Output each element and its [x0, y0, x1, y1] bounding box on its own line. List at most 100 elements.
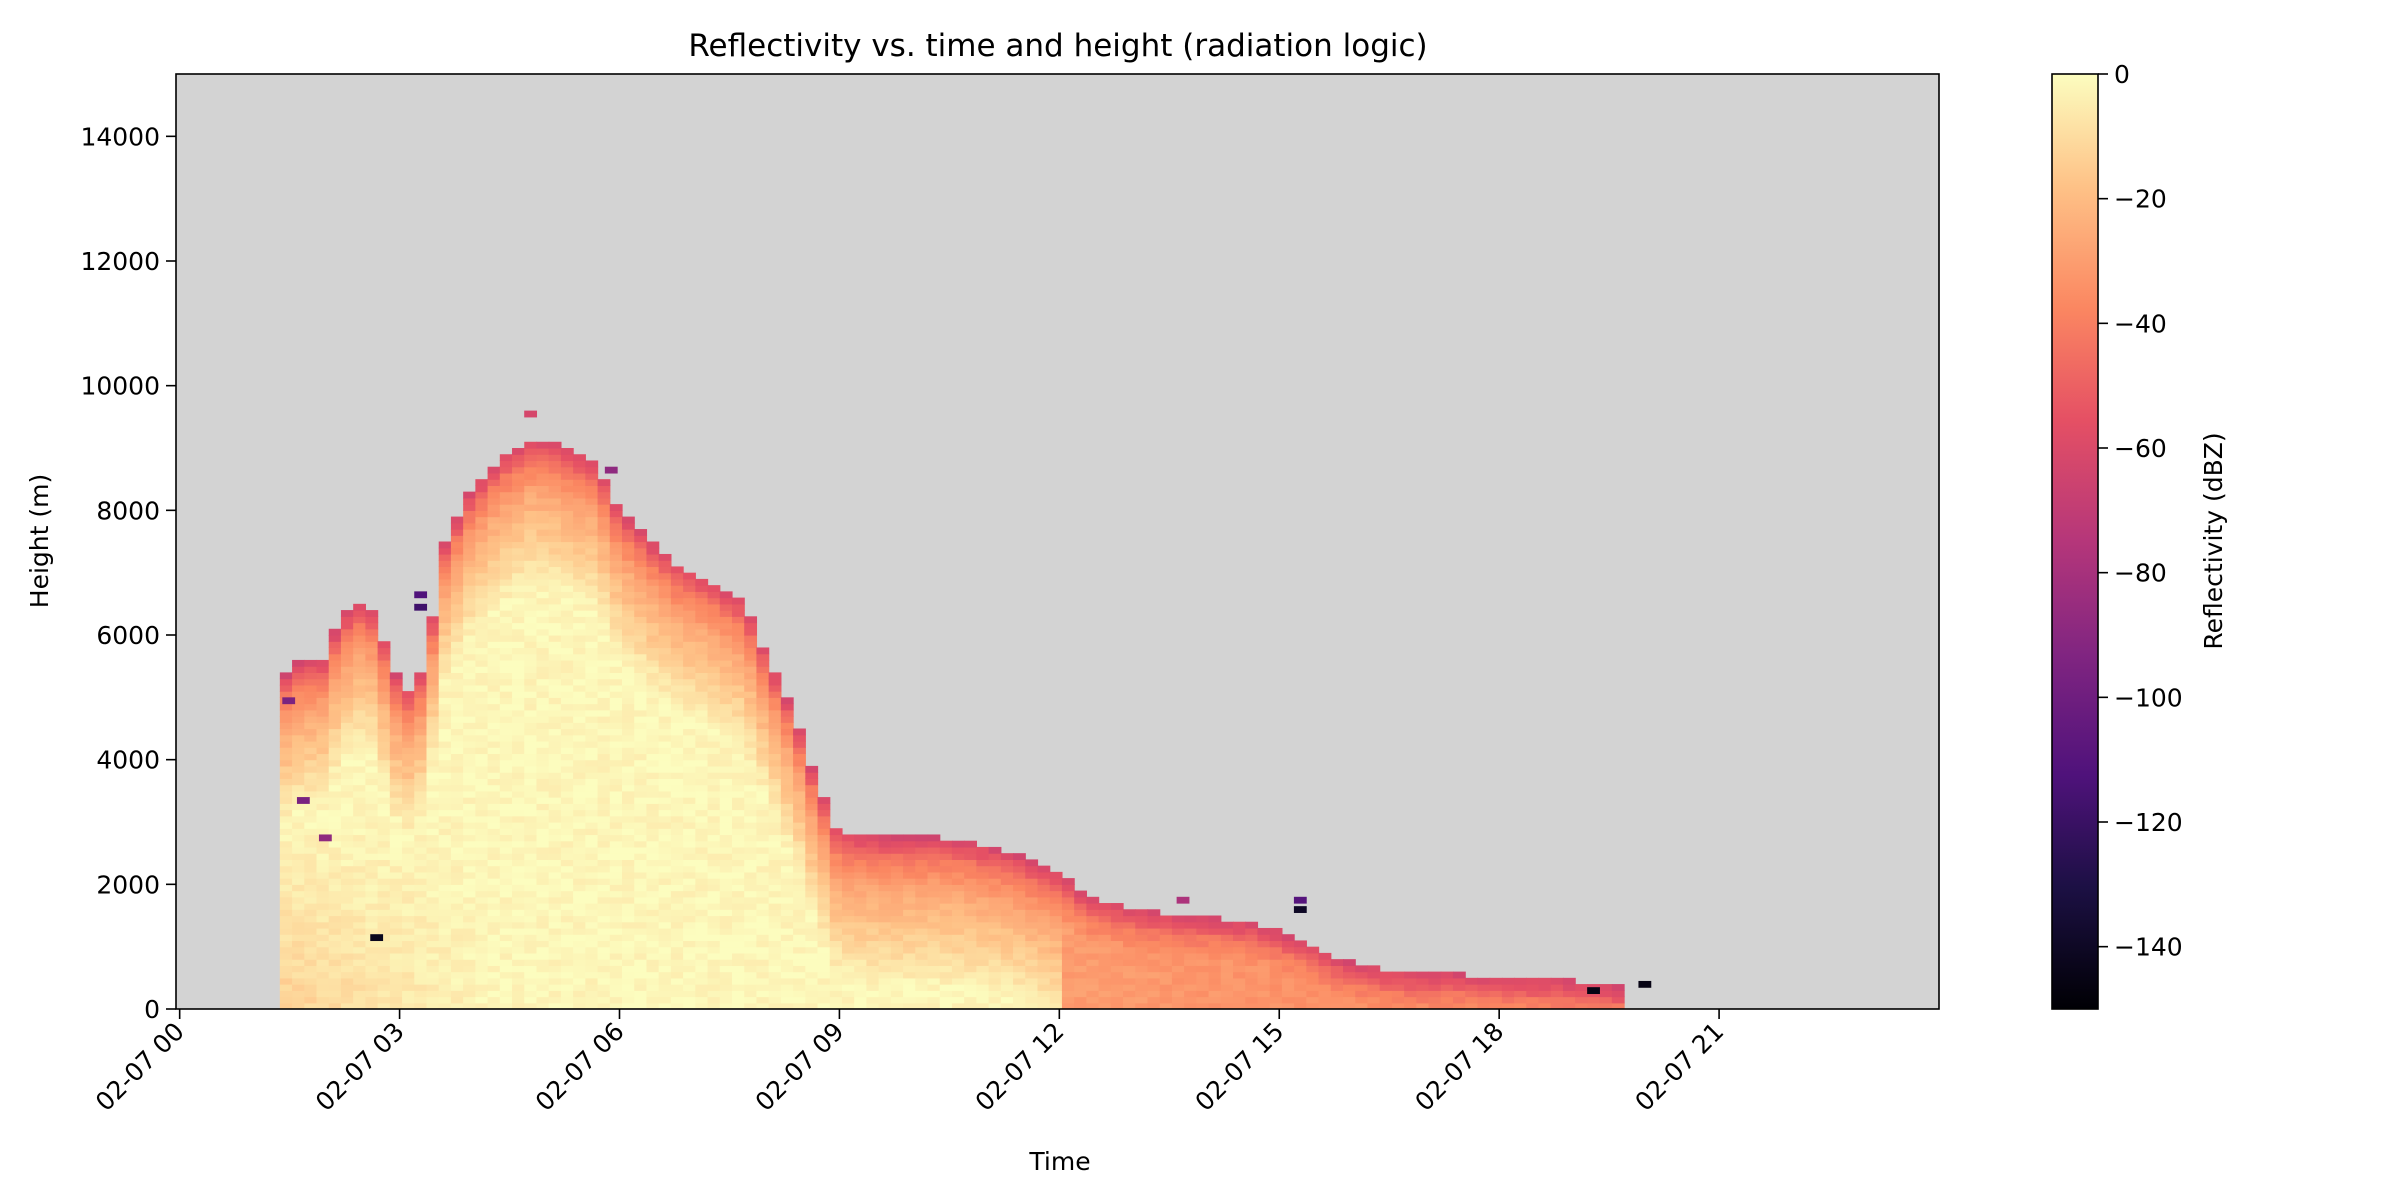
heatmap-cell — [646, 878, 660, 885]
heatmap-cell — [622, 871, 635, 879]
heatmap-cell — [365, 822, 379, 829]
heatmap-cell — [402, 909, 415, 917]
heatmap-cell — [328, 878, 342, 885]
heatmap-cell — [1196, 971, 1210, 979]
heatmap-cell — [524, 896, 538, 904]
heatmap-cell — [1208, 971, 1222, 979]
heatmap-cell — [475, 491, 489, 499]
heatmap-cell — [377, 678, 391, 686]
heatmap-cell — [402, 765, 415, 773]
heatmap-cell — [597, 803, 611, 811]
heatmap-cell — [426, 666, 440, 673]
heatmap-cell — [340, 647, 354, 655]
heatmap-cell — [475, 759, 489, 767]
heatmap-cell — [1000, 990, 1014, 998]
heatmap-cell — [719, 809, 733, 817]
heatmap-cell — [536, 716, 550, 723]
heatmap-cell — [438, 603, 452, 611]
heatmap-cell — [414, 672, 428, 680]
heatmap-cell — [1367, 984, 1381, 991]
heatmap-cell — [707, 703, 721, 711]
heatmap-cell — [695, 753, 709, 761]
heatmap-cell — [426, 927, 440, 935]
heatmap-cell — [744, 740, 758, 748]
heatmap-cell — [780, 903, 794, 910]
heatmap-cell — [780, 765, 794, 773]
heatmap-cell — [450, 971, 464, 979]
heatmap-cell — [487, 572, 501, 580]
heatmap-cell — [353, 822, 366, 829]
heatmap-cell — [683, 828, 696, 836]
heatmap-cell — [450, 547, 464, 555]
heatmap-cell — [536, 965, 550, 973]
heatmap-cell — [609, 672, 623, 680]
heatmap-cell — [658, 828, 672, 836]
heatmap-cell — [524, 610, 538, 617]
heatmap-cell — [365, 1002, 379, 1009]
heatmap-cell — [756, 653, 770, 661]
heatmap-cell — [658, 1002, 672, 1009]
heatmap-cell — [1526, 977, 1540, 985]
heatmap-cell — [438, 927, 452, 935]
heatmap-cell — [316, 977, 330, 985]
heatmap-cell — [499, 510, 513, 518]
heatmap-cell — [279, 865, 293, 873]
heatmap-cell — [536, 684, 550, 692]
heatmap-cell — [414, 921, 428, 929]
heatmap-cell — [1135, 990, 1149, 998]
heatmap-cell — [475, 765, 489, 773]
heatmap-cell — [634, 616, 648, 624]
heatmap-cell — [426, 722, 440, 730]
heatmap-cell — [878, 965, 892, 973]
heatmap-cell — [695, 977, 709, 985]
heatmap-cell — [340, 747, 354, 755]
heatmap-cell — [450, 716, 464, 723]
heatmap-cell — [414, 946, 428, 954]
heatmap-cell — [903, 965, 916, 973]
heatmap-cell — [499, 927, 513, 935]
heatmap-cell — [353, 903, 366, 910]
heatmap-cell — [304, 797, 318, 804]
heatmap-cell — [512, 454, 525, 462]
heatmap-cell — [402, 946, 415, 954]
heatmap-cell — [475, 510, 489, 518]
heatmap-cell — [365, 722, 379, 730]
heatmap-cell — [560, 722, 574, 730]
heatmap-cell — [450, 578, 464, 586]
heatmap-cell — [499, 865, 513, 873]
heatmap-cell — [768, 971, 782, 979]
heatmap-cell — [328, 909, 342, 917]
heatmap-cell — [768, 834, 782, 842]
heatmap-cell — [683, 578, 696, 586]
heatmap-cell — [450, 846, 464, 854]
heatmap-cell — [389, 921, 403, 929]
heatmap-cell — [1049, 971, 1063, 979]
heatmap-cell — [658, 716, 672, 723]
heatmap-cell — [695, 653, 709, 661]
heatmap-cell — [279, 784, 293, 792]
heatmap-cell — [609, 797, 623, 804]
heatmap-cell — [389, 996, 403, 1004]
heatmap-cell — [719, 984, 733, 991]
heatmap-cell — [609, 971, 623, 979]
heatmap-cell — [389, 747, 403, 755]
heatmap-cell — [646, 765, 660, 773]
heatmap-cell — [1343, 971, 1356, 979]
heatmap-cell — [499, 959, 513, 966]
heatmap-cell — [426, 903, 440, 910]
heatmap-cell — [475, 691, 489, 698]
heatmap-cell — [499, 790, 513, 798]
heatmap-cell — [1037, 896, 1051, 904]
heatmap-cell — [768, 890, 782, 898]
heatmap-cell — [536, 585, 550, 592]
heatmap-cell — [658, 672, 672, 680]
heatmap-cell — [463, 871, 476, 879]
heatmap-cell — [622, 822, 635, 829]
heatmap-cell — [377, 790, 391, 798]
heatmap-cell — [829, 828, 843, 836]
heatmap-cell — [573, 846, 586, 854]
heatmap-cell — [670, 890, 684, 898]
heatmap-cell — [377, 927, 391, 935]
heatmap-cell — [353, 940, 366, 948]
heatmap-cell — [695, 641, 709, 649]
